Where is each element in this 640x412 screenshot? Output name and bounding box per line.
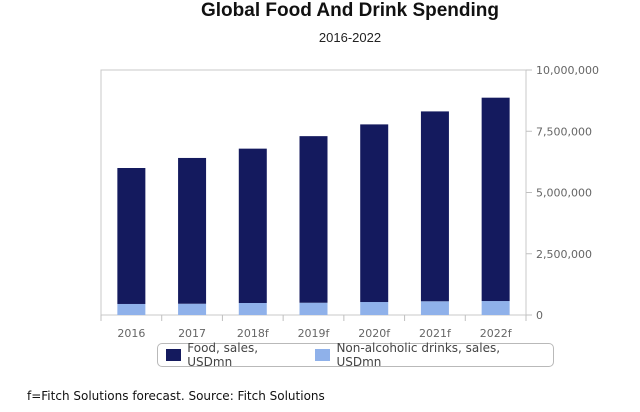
bar-food	[481, 97, 510, 302]
y-tick-label: 2,500,000	[536, 248, 592, 261]
bar-drinks	[117, 303, 146, 315]
bar-food	[117, 168, 146, 304]
bar-drinks	[420, 301, 449, 315]
bar-food	[299, 136, 328, 303]
legend-swatch-food	[166, 349, 182, 361]
bar-drinks	[299, 302, 328, 315]
bar-chart: 0 2,500,000 5,000,000 7,500,000 10,000,000 20…	[100, 64, 599, 340]
x-tick-label: 2022f	[480, 327, 513, 340]
y-tick-label: 10,000,000	[536, 64, 599, 77]
chart-subtitle: 2016-2022	[318, 30, 382, 45]
bar-food	[420, 111, 449, 302]
bar-drinks	[481, 301, 510, 315]
y-tick-label: 5,000,000	[536, 187, 592, 200]
legend-label-food: Food, sales, USDmn	[187, 341, 259, 369]
bar-drinks	[178, 303, 207, 315]
legend-swatch-drinks	[315, 349, 331, 361]
bar-food	[360, 124, 389, 303]
bar-food	[238, 148, 267, 303]
x-tick-label: 2017	[178, 327, 206, 340]
x-tick-label: 2018f	[237, 327, 270, 340]
y-tick-label: 7,500,000	[536, 125, 592, 138]
bar-food	[178, 157, 207, 304]
legend-item-food[interactable]: Food, sales, USDmn	[166, 341, 301, 369]
legend-item-drinks[interactable]: Non-alcoholic drinks, sales, USDmn	[315, 341, 539, 369]
bar-drinks	[238, 302, 267, 315]
x-tick-label: 2020f	[358, 327, 391, 340]
bar-drinks	[360, 302, 389, 315]
source-footnote: f=Fitch Solutions forecast. Source: Fitc…	[27, 389, 325, 403]
x-tick-label: 2016	[117, 327, 145, 340]
x-tick-label: 2021f	[419, 327, 452, 340]
chart-title: Global Food And Drink Spending	[201, 0, 499, 21]
y-tick-label: 0	[536, 309, 543, 322]
chart-legend: Food, sales, USDmn Non-alcoholic drinks,…	[157, 341, 554, 369]
legend-label-drinks: Non-alcoholic drinks, sales, USDmn	[336, 341, 501, 369]
x-tick-label: 2019f	[298, 327, 331, 340]
